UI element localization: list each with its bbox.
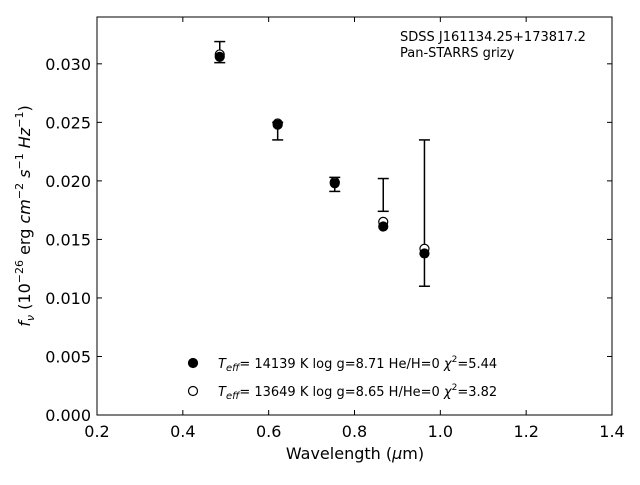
y-label-exp3: −1 xyxy=(13,153,26,169)
legend-chi-exponent: 2 xyxy=(452,383,458,393)
legend-label-series-1: Teff= 14139 K log g=8.71 He/H=0 χ2=5.44 xyxy=(218,355,497,374)
x-tick-label: 1.0 xyxy=(428,422,453,441)
legend-t-symbol: T xyxy=(218,357,227,372)
y-tick-label: 0.025 xyxy=(45,113,91,132)
y-tick-label: 0.030 xyxy=(45,55,91,74)
x-axis-label-prefix: Wavelength ( xyxy=(286,444,392,463)
y-tick-label: 0.005 xyxy=(45,347,91,366)
x-tick-label: 0.4 xyxy=(170,422,195,441)
axis-ticks: 0.2 0.4 0.6 0.8 1.0 1.2 1.4 0.000 0.005 0.010 0.01… xyxy=(45,17,625,441)
marker-filled xyxy=(272,119,283,130)
annotation-object-name: SDSS J161134.25+173817.2 xyxy=(400,30,586,45)
chart-annotation: SDSS J161134.25+173817.2 Pan-STARRS griz… xyxy=(400,30,586,61)
y-label-erg: erg xyxy=(15,224,34,260)
y-label-f: f xyxy=(15,319,34,327)
y-label-exp4: −1 xyxy=(13,112,26,128)
marker-filled xyxy=(329,178,340,189)
legend-params: = 14139 K log g=8.71 He/H=0 xyxy=(239,357,444,372)
y-label-s: s xyxy=(15,170,34,183)
y-tick-label: 0.015 xyxy=(45,230,91,249)
y-label-nu: ν xyxy=(24,315,37,321)
marker-filled xyxy=(378,221,389,232)
legend-eff-subscript: eff xyxy=(226,391,241,402)
y-label-open: (10 xyxy=(15,283,34,315)
legend-chi-exponent: 2 xyxy=(452,355,458,365)
marker-filled xyxy=(214,51,225,62)
x-tick-label: 1.2 xyxy=(513,422,538,441)
legend-chi-symbol: χ xyxy=(443,385,453,400)
y-tick-label: 0.010 xyxy=(45,289,91,308)
y-label-cm: cm xyxy=(15,199,34,223)
y-label-exp2: −2 xyxy=(13,183,26,199)
legend-chi-symbol: χ xyxy=(443,357,453,372)
legend-t-symbol: T xyxy=(218,385,227,400)
y-label-hz: Hz xyxy=(15,127,34,153)
x-axis-label-suffix: m) xyxy=(402,444,424,463)
y-label-close: ) xyxy=(15,105,34,111)
legend-marker-filled xyxy=(187,357,199,369)
legend: Teff= 14139 K log g=8.71 He/H=0 χ2=5.44 … xyxy=(187,355,497,402)
x-axis-label: Wavelength (μm) xyxy=(286,444,424,463)
y-axis-label: fν (10−26 erg cm−2 s−1 Hz−1) xyxy=(13,105,37,326)
x-tick-label: 0.2 xyxy=(84,422,109,441)
data-markers xyxy=(214,49,430,259)
marker-filled xyxy=(419,248,430,259)
y-label-exp1: −26 xyxy=(13,260,26,283)
legend-label-series-2: Teff= 13649 K log g=8.65 H/He=0 χ2=3.82 xyxy=(218,383,497,402)
plot-area: 0.2 0.4 0.6 0.8 1.0 1.2 1.4 0.000 0.005 0.010 0.01… xyxy=(45,16,625,441)
x-tick-label: 1.4 xyxy=(599,422,624,441)
legend-eff-subscript: eff xyxy=(226,363,241,374)
annotation-survey-name: Pan-STARRS grizy xyxy=(400,46,515,61)
legend-chi-value: =5.44 xyxy=(457,357,497,372)
y-axis-label-group: fν (10−26 erg cm−2 s−1 Hz−1) xyxy=(13,105,37,326)
legend-params: = 13649 K log g=8.65 H/He=0 xyxy=(239,385,444,400)
x-tick-label: 0.6 xyxy=(256,422,281,441)
x-tick-label: 0.8 xyxy=(342,422,367,441)
x-axis-label-mu: μ xyxy=(391,444,402,463)
y-tick-label: 0.000 xyxy=(45,406,91,425)
y-tick-label: 0.020 xyxy=(45,172,91,191)
legend-chi-value: =3.82 xyxy=(457,385,497,400)
legend-marker-open xyxy=(187,385,199,397)
